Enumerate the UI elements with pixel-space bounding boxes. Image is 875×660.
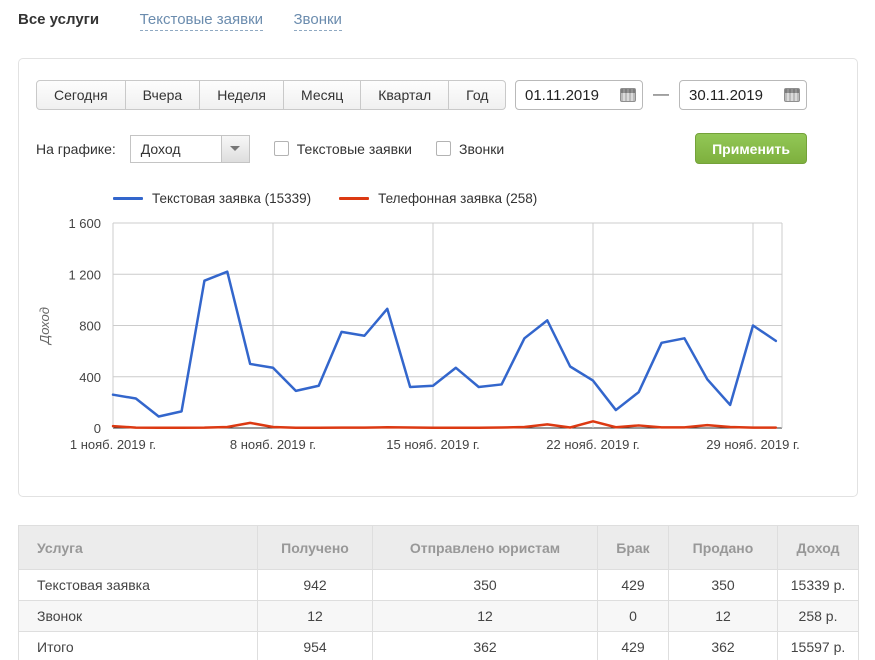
metric-select-value: Доход (129, 134, 222, 163)
cell-revenue: 15339 р. (777, 569, 859, 601)
legend-line-red (339, 197, 370, 200)
legend-label: Телефонная заявка (258) (378, 191, 538, 206)
checkbox-label: Текстовые заявки (296, 140, 412, 157)
cell-service: Текстовая заявка (18, 569, 258, 601)
checkbox-text-requests[interactable]: Текстовые заявки (273, 140, 412, 157)
table-header-row: Услуга Получено Отправлено юристам Брак … (18, 525, 859, 570)
svg-text:1 нояб. 2019 г.: 1 нояб. 2019 г. (70, 437, 156, 452)
svg-text:15 нояб. 2019 г.: 15 нояб. 2019 г. (386, 437, 480, 452)
chart-legend: Текстовая заявка (15339) Телефонная заяв… (113, 191, 857, 206)
cell-service: Итого (18, 631, 258, 660)
svg-text:1 200: 1 200 (68, 267, 101, 282)
checkbox-calls[interactable]: Звонки (436, 141, 504, 157)
cell-sold: 350 (668, 569, 778, 601)
legend-label: Текстовая заявка (15339) (152, 191, 312, 206)
table-row: Звонок 12 12 0 12 258 р. (18, 600, 859, 632)
col-header-sold: Продано (668, 525, 778, 570)
period-filter-row: Сегодня Вчера Неделя Месяц Квартал Год — (36, 80, 807, 110)
calendar-icon[interactable] (784, 88, 800, 102)
cell-received: 954 (257, 631, 373, 660)
date-to-field[interactable] (679, 80, 807, 110)
revenue-line-chart: 0 400 800 1 200 1 600 1 нояб. 2019 г. 8 нояб. … (37, 216, 800, 452)
cell-service: Звонок (18, 600, 258, 632)
col-header-sent: Отправлено юристам (372, 525, 598, 570)
period-yesterday-button[interactable]: Вчера (124, 80, 201, 110)
chart-series-0 (111, 270, 778, 418)
service-tabs: Все услуги Текстовые заявки Звонки (0, 0, 875, 31)
graph-controls-row: На графике: Доход Текстовые заявки Звонк… (36, 133, 807, 164)
svg-text:8 нояб. 2019 г.: 8 нояб. 2019 г. (230, 437, 316, 452)
cell-reject: 429 (597, 569, 669, 601)
legend-item-phone-request: Телефонная заявка (258) (339, 191, 537, 206)
checkbox-box[interactable] (273, 141, 289, 156)
tab-text-requests[interactable]: Текстовые заявки (139, 11, 264, 31)
checkbox-box[interactable] (436, 141, 451, 156)
cell-sold: 12 (668, 600, 778, 632)
cell-received: 12 (257, 600, 373, 632)
chart-series-1 (111, 420, 778, 429)
col-header-reject: Брак (597, 525, 669, 570)
table-row-total: Итого 954 362 429 362 15597 р. (18, 631, 859, 660)
cell-revenue: 258 р. (777, 600, 859, 632)
svg-text:800: 800 (79, 319, 101, 334)
checkbox-label: Звонки (459, 140, 505, 157)
cell-sold: 362 (668, 631, 778, 660)
cell-revenue: 15597 р. (777, 631, 859, 660)
chevron-down-icon[interactable] (221, 134, 250, 163)
period-today-button[interactable]: Сегодня (36, 80, 126, 110)
date-range: — (515, 80, 807, 110)
cell-sent: 350 (372, 569, 598, 601)
tab-all-services[interactable]: Все услуги (18, 11, 100, 28)
cell-reject: 429 (597, 631, 669, 660)
col-header-service: Услуга (18, 525, 258, 570)
svg-text:22 нояб. 2019 г.: 22 нояб. 2019 г. (546, 437, 640, 452)
date-to-input[interactable] (689, 86, 773, 104)
col-header-received: Получено (257, 525, 373, 570)
cell-received: 942 (257, 569, 373, 601)
col-header-revenue: Доход (777, 525, 859, 570)
table-row: Текстовая заявка 942 350 429 350 15339 р… (18, 569, 859, 601)
on-graph-label: На графике: (36, 140, 116, 157)
filters-and-chart-panel: Сегодня Вчера Неделя Месяц Квартал Год —… (18, 58, 858, 497)
period-year-button[interactable]: Год (448, 80, 507, 110)
svg-text:0: 0 (94, 421, 101, 436)
period-quarter-button[interactable]: Квартал (360, 80, 450, 110)
svg-text:29 нояб. 2019 г.: 29 нояб. 2019 г. (706, 437, 800, 452)
period-week-button[interactable]: Неделя (199, 80, 285, 110)
tab-calls[interactable]: Звонки (293, 11, 342, 31)
cell-sent: 12 (372, 600, 598, 632)
date-from-field[interactable] (515, 80, 643, 110)
period-button-group: Сегодня Вчера Неделя Месяц Квартал Год (36, 80, 507, 110)
legend-line-blue (113, 197, 143, 200)
period-month-button[interactable]: Месяц (283, 80, 362, 110)
calendar-icon[interactable] (620, 88, 636, 102)
date-from-input[interactable] (525, 86, 609, 104)
cell-sent: 362 (372, 631, 598, 660)
svg-text:1 600: 1 600 (68, 216, 101, 231)
date-range-separator: — (653, 86, 669, 103)
svg-text:400: 400 (79, 370, 101, 385)
legend-item-text-request: Текстовая заявка (15339) (113, 191, 311, 206)
apply-button[interactable]: Применить (695, 133, 807, 164)
metric-select[interactable]: Доход (129, 134, 250, 163)
svg-text:Доход: Доход (37, 307, 52, 346)
summary-table: Услуга Получено Отправлено юристам Брак … (18, 525, 859, 660)
cell-reject: 0 (597, 600, 669, 632)
